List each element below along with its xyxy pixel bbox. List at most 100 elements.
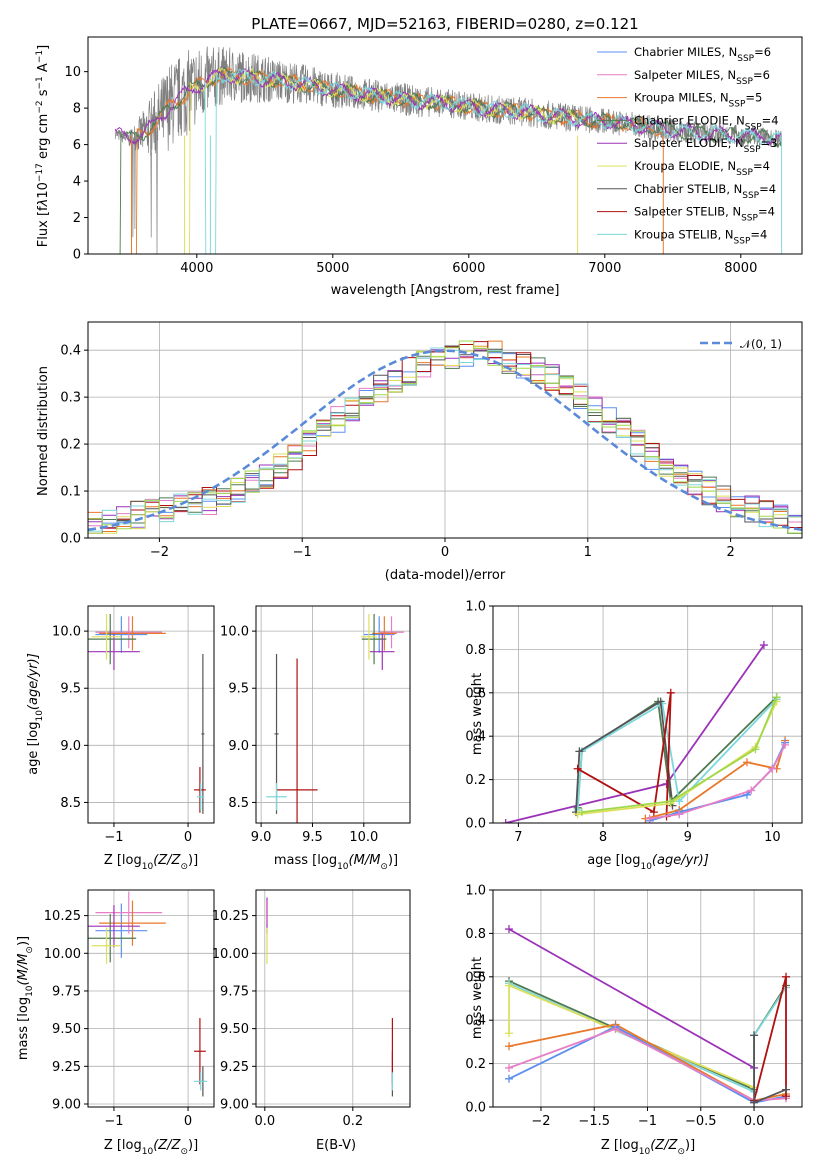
massweight-marker bbox=[782, 972, 791, 981]
age_vs_Z-ylabel-part: 10 bbox=[35, 710, 45, 722]
massweight_vs_age-ytick-label: 0.4 bbox=[465, 730, 486, 745]
mass_vs_EBV-frame bbox=[255, 889, 411, 1108]
massweight-marker bbox=[750, 1031, 759, 1040]
massweight-line bbox=[575, 699, 674, 813]
legend-entry-part: SSP bbox=[745, 122, 762, 132]
massweight-marker bbox=[504, 1063, 513, 1072]
spectrum-ylabel: Flux [fλ10−17 erg cm−2 s−1 A−1] bbox=[35, 45, 51, 247]
spectrum-ytick-label: 4 bbox=[73, 175, 81, 190]
legend-entry-part: =6 bbox=[754, 45, 771, 59]
mass_vs_Z-ylabel-part: mass [log bbox=[16, 997, 31, 1060]
massweight-marker bbox=[504, 1042, 513, 1051]
age_vs_mass-ytick-label: 8.5 bbox=[228, 796, 249, 811]
age_vs_Z-xlabel-part: 10 bbox=[142, 862, 154, 872]
legend-entry-part: Chabrier STELIB, N bbox=[634, 182, 742, 196]
massweight_vs_age-xlabel: age [log10(age/yr)] bbox=[587, 853, 709, 872]
massweight-marker bbox=[656, 697, 665, 706]
residual-histogram bbox=[88, 340, 802, 534]
residuals-legend-label: 𝒩(0, 1) bbox=[740, 337, 782, 351]
massweight-marker bbox=[751, 745, 760, 754]
mass_vs_EBV-ytick-label: 9.50 bbox=[220, 1022, 249, 1037]
massweight_vs_Z-axes: −2 −1.5 −1 −0.5 0.0 0.0 0.2 0.4 0.6 0.8 1.0 bbox=[465, 884, 803, 1129]
legend-entry-part: =4 bbox=[762, 113, 779, 127]
massweight_vs_age-ytick-label: 0.0 bbox=[465, 817, 486, 832]
mass_vs_Z-ytick-label: 9.00 bbox=[52, 1097, 81, 1112]
mass_vs_Z-xlabel: Z [log10(Z/Z⊙)] bbox=[104, 1138, 198, 1157]
age_vs_Z-xlabel-part: )] bbox=[188, 853, 198, 868]
massweight-marker bbox=[573, 764, 582, 773]
massweight-marker bbox=[501, 819, 510, 823]
massweight_vs_age-xtick-label: 9 bbox=[684, 830, 692, 845]
massweight_vs_Z-xlabel-part: Z [log bbox=[601, 1138, 639, 1153]
spectrum-xtick-label: 7000 bbox=[588, 261, 621, 276]
massweight-marker bbox=[666, 797, 675, 806]
age_vs_Z-xlabel-part: Z [log bbox=[104, 853, 142, 868]
spectrum-model-line bbox=[204, 68, 782, 254]
spectrum-xtick-label: 5000 bbox=[316, 261, 349, 276]
legend-entry: Kroupa STELIB, NSSP=4 bbox=[634, 227, 767, 246]
spectrum-model-line bbox=[179, 67, 578, 254]
massweight_vs_age-frame bbox=[492, 605, 803, 824]
legend-entry-part: Salpeter ELODIE, N bbox=[634, 136, 744, 150]
age_vs_mass-xlabel-part: ⊙ bbox=[380, 862, 388, 872]
residuals-xtick-label: 2 bbox=[726, 545, 734, 560]
residuals-axes: −2 −1 0 1 2 0.0 0.1 0.2 0.3 0.4 bbox=[60, 321, 803, 560]
spectrum-ylabel-part: −2 bbox=[35, 100, 45, 113]
residuals-ylabel: Normed distribution bbox=[36, 366, 51, 496]
massweight_vs_Z-ytick-label: 0.6 bbox=[465, 970, 486, 985]
age_vs_mass-frame bbox=[255, 605, 411, 824]
mass_vs_Z-xlabel-part: ⊙ bbox=[180, 1147, 188, 1157]
mass_vs_Z-ytick-label: 10.00 bbox=[44, 947, 81, 962]
mass_vs_Z-ylabel: mass [log10(M/M⊙)] bbox=[16, 936, 35, 1060]
massweight_vs_age-xlabel-part: (age/yr)] bbox=[652, 853, 709, 868]
massweight-marker bbox=[768, 764, 777, 773]
mass_vs_Z-ylabel-part: (M/M bbox=[16, 954, 31, 986]
massweight_vs_Z-xlabel-part: )] bbox=[685, 1138, 695, 1153]
massweight_vs_Z-ytick-label: 0.0 bbox=[465, 1101, 486, 1116]
age_vs_Z-ytick-label: 9.5 bbox=[60, 682, 81, 697]
legend-entry-part: =6 bbox=[753, 68, 770, 82]
legend-entry: Chabrier MILES, NSSP=6 bbox=[634, 45, 771, 64]
massweight-marker bbox=[742, 758, 751, 767]
age_vs_mass-axes: 9.0 9.5 10.0 8.5 9.0 9.5 10.0 bbox=[220, 605, 411, 845]
legend-entry-part: SSP bbox=[734, 236, 751, 246]
massweight-marker bbox=[573, 810, 582, 819]
spectrum-ytick-label: 0 bbox=[73, 248, 81, 263]
massweight_vs_Z-xtick-label: −1.5 bbox=[578, 1114, 610, 1129]
massweight-line bbox=[753, 976, 787, 1101]
mass_vs_Z-xtick-label: −1 bbox=[104, 1114, 123, 1129]
mass_vs_Z-xlabel-part: (Z/Z bbox=[153, 1138, 181, 1153]
mass_vs_Z-xlabel-part: Z [log bbox=[104, 1138, 142, 1153]
age_vs_mass-xlabel-part: mass [log bbox=[274, 853, 337, 868]
massweight-line bbox=[508, 928, 755, 1069]
spectrum-observed-line bbox=[114, 46, 782, 254]
massweight_vs_age-axes: 7 8 9 10 0.0 0.2 0.4 0.6 0.8 1.0 bbox=[465, 600, 803, 845]
spectrum-ylabel-part: 10 bbox=[36, 182, 51, 199]
legend-entry-part: SSP bbox=[736, 77, 753, 87]
massweight-marker bbox=[504, 981, 513, 990]
mass_vs_Z-frame bbox=[87, 889, 215, 1108]
spectrum-ytick-label: 10 bbox=[64, 65, 81, 80]
spectrum-xtick-label: 8000 bbox=[724, 261, 757, 276]
spectrum-xtick-label: 6000 bbox=[452, 261, 485, 276]
spectrum-ytick-label: 2 bbox=[73, 211, 81, 226]
legend-entry-part: =4 bbox=[759, 182, 776, 196]
legend-entry-part: Salpeter MILES, N bbox=[634, 68, 736, 82]
legend-entry-part: Salpeter STELIB, N bbox=[634, 205, 741, 219]
spectrum-ylabel-part: λ bbox=[36, 199, 51, 208]
mass_vs_EBV-ytick-label: 9.75 bbox=[220, 984, 249, 999]
spectrum-title: PLATE=0667, MJD=52163, FIBERID=0280, z=0… bbox=[251, 15, 638, 33]
mass_vs_Z-ytick-label: 10.25 bbox=[44, 909, 81, 924]
mass_vs_EBV-axes: 0.0 0.2 9.00 9.25 9.50 9.75 10.00 10.25 bbox=[212, 889, 411, 1129]
spectrum-ylabel-part: −1 bbox=[35, 76, 45, 89]
age_vs_Z-ytick-label: 9.0 bbox=[60, 739, 81, 754]
age_vs_Z-axes: −1 0 8.5 9.0 9.5 10.0 bbox=[52, 605, 215, 845]
massweight_vs_Z-ytick-label: 1.0 bbox=[465, 884, 486, 899]
residuals-ytick-label: 0.1 bbox=[60, 485, 81, 500]
legend-entry: Kroupa ELODIE, NSSP=4 bbox=[634, 159, 770, 178]
legend-entry-part: Kroupa ELODIE, N bbox=[634, 159, 736, 173]
massweight_vs_Z-ytick-label: 0.2 bbox=[465, 1057, 486, 1072]
massweight-marker bbox=[649, 808, 658, 817]
age_vs_mass-plot bbox=[266, 613, 404, 823]
